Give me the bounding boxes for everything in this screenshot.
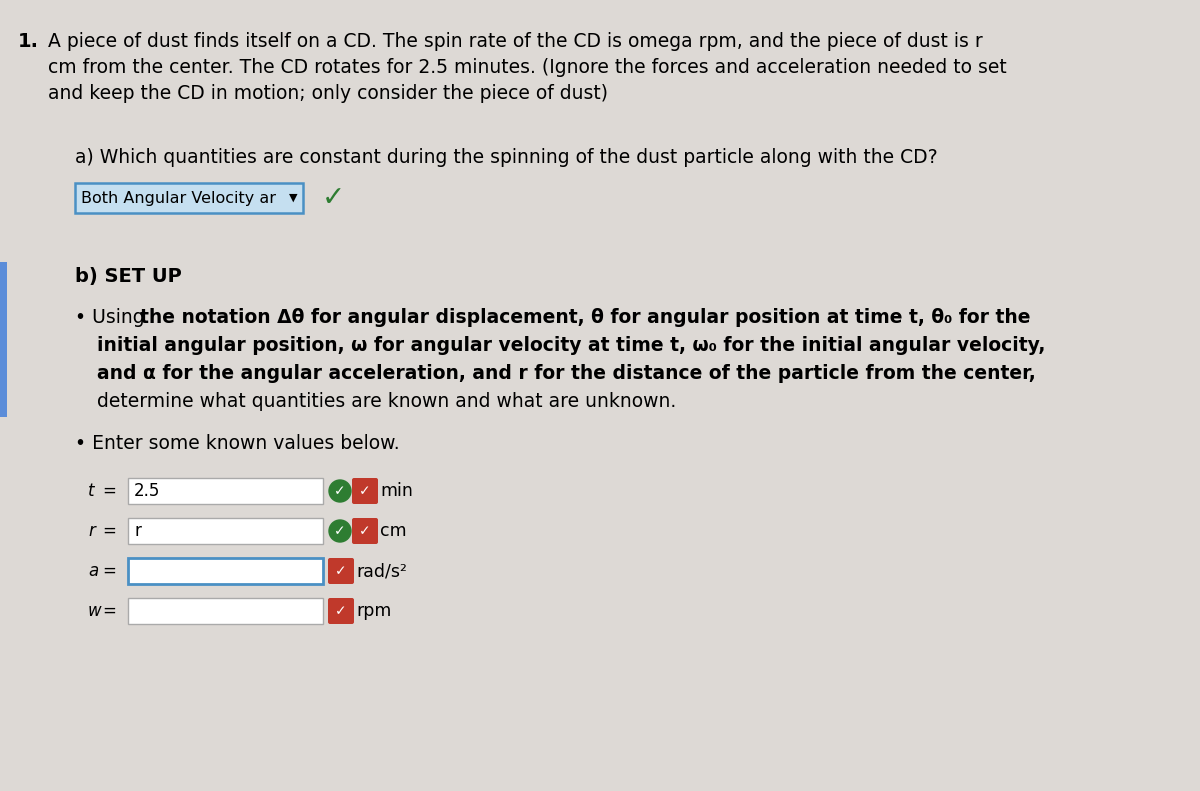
FancyBboxPatch shape: [128, 558, 323, 584]
FancyBboxPatch shape: [352, 478, 378, 504]
Text: 2.5: 2.5: [134, 482, 161, 500]
Text: ▼: ▼: [289, 193, 298, 203]
Text: initial angular position, ω for angular velocity at time t, ω₀ for the initial a: initial angular position, ω for angular …: [97, 336, 1045, 355]
Text: =: =: [102, 562, 116, 580]
Text: 1.: 1.: [18, 32, 38, 51]
Text: =: =: [102, 522, 116, 540]
Circle shape: [329, 480, 352, 502]
FancyBboxPatch shape: [328, 598, 354, 624]
Text: and α for the angular acceleration, and r for the distance of the particle from : and α for the angular acceleration, and …: [97, 364, 1036, 383]
Text: rpm: rpm: [356, 602, 391, 620]
Text: and keep the CD in motion; only consider the piece of dust): and keep the CD in motion; only consider…: [48, 84, 608, 103]
FancyBboxPatch shape: [74, 183, 302, 213]
Text: determine what quantities are known and what are unknown.: determine what quantities are known and …: [97, 392, 677, 411]
Text: t: t: [88, 482, 95, 500]
Text: =: =: [102, 482, 116, 500]
Text: min: min: [380, 482, 413, 500]
FancyBboxPatch shape: [352, 518, 378, 544]
Text: r: r: [134, 522, 140, 540]
Text: ✓: ✓: [359, 524, 371, 538]
Text: ✓: ✓: [359, 484, 371, 498]
Text: ✓: ✓: [334, 524, 346, 538]
Text: • Enter some known values below.: • Enter some known values below.: [74, 434, 400, 453]
Text: a) Which quantities are constant during the spinning of the dust particle along : a) Which quantities are constant during …: [74, 148, 937, 167]
Text: rad/s²: rad/s²: [356, 562, 407, 580]
Text: b) SET UP: b) SET UP: [74, 267, 181, 286]
FancyBboxPatch shape: [0, 262, 7, 417]
Text: ✓: ✓: [322, 184, 346, 212]
FancyBboxPatch shape: [128, 478, 323, 504]
Text: ✓: ✓: [335, 564, 347, 578]
Text: a: a: [88, 562, 98, 580]
Text: Both Angular Velocity ar: Both Angular Velocity ar: [82, 191, 276, 206]
Text: r: r: [88, 522, 95, 540]
FancyBboxPatch shape: [128, 518, 323, 544]
Text: ✓: ✓: [335, 604, 347, 618]
Text: =: =: [102, 602, 116, 620]
Circle shape: [329, 520, 352, 542]
FancyBboxPatch shape: [128, 598, 323, 624]
Text: cm from the center. The CD rotates for 2.5 minutes. (Ignore the forces and accel: cm from the center. The CD rotates for 2…: [48, 58, 1007, 77]
Text: • Using: • Using: [74, 308, 145, 327]
Text: ✓: ✓: [334, 484, 346, 498]
Text: A piece of dust finds itself on a CD. The spin rate of the CD is omega rpm, and : A piece of dust finds itself on a CD. Th…: [48, 32, 983, 51]
FancyBboxPatch shape: [328, 558, 354, 584]
Text: cm: cm: [380, 522, 407, 540]
Text: the notation Δθ for angular displacement, θ for angular position at time t, θ₀ f: the notation Δθ for angular displacement…: [140, 308, 1031, 327]
Text: w: w: [88, 602, 102, 620]
